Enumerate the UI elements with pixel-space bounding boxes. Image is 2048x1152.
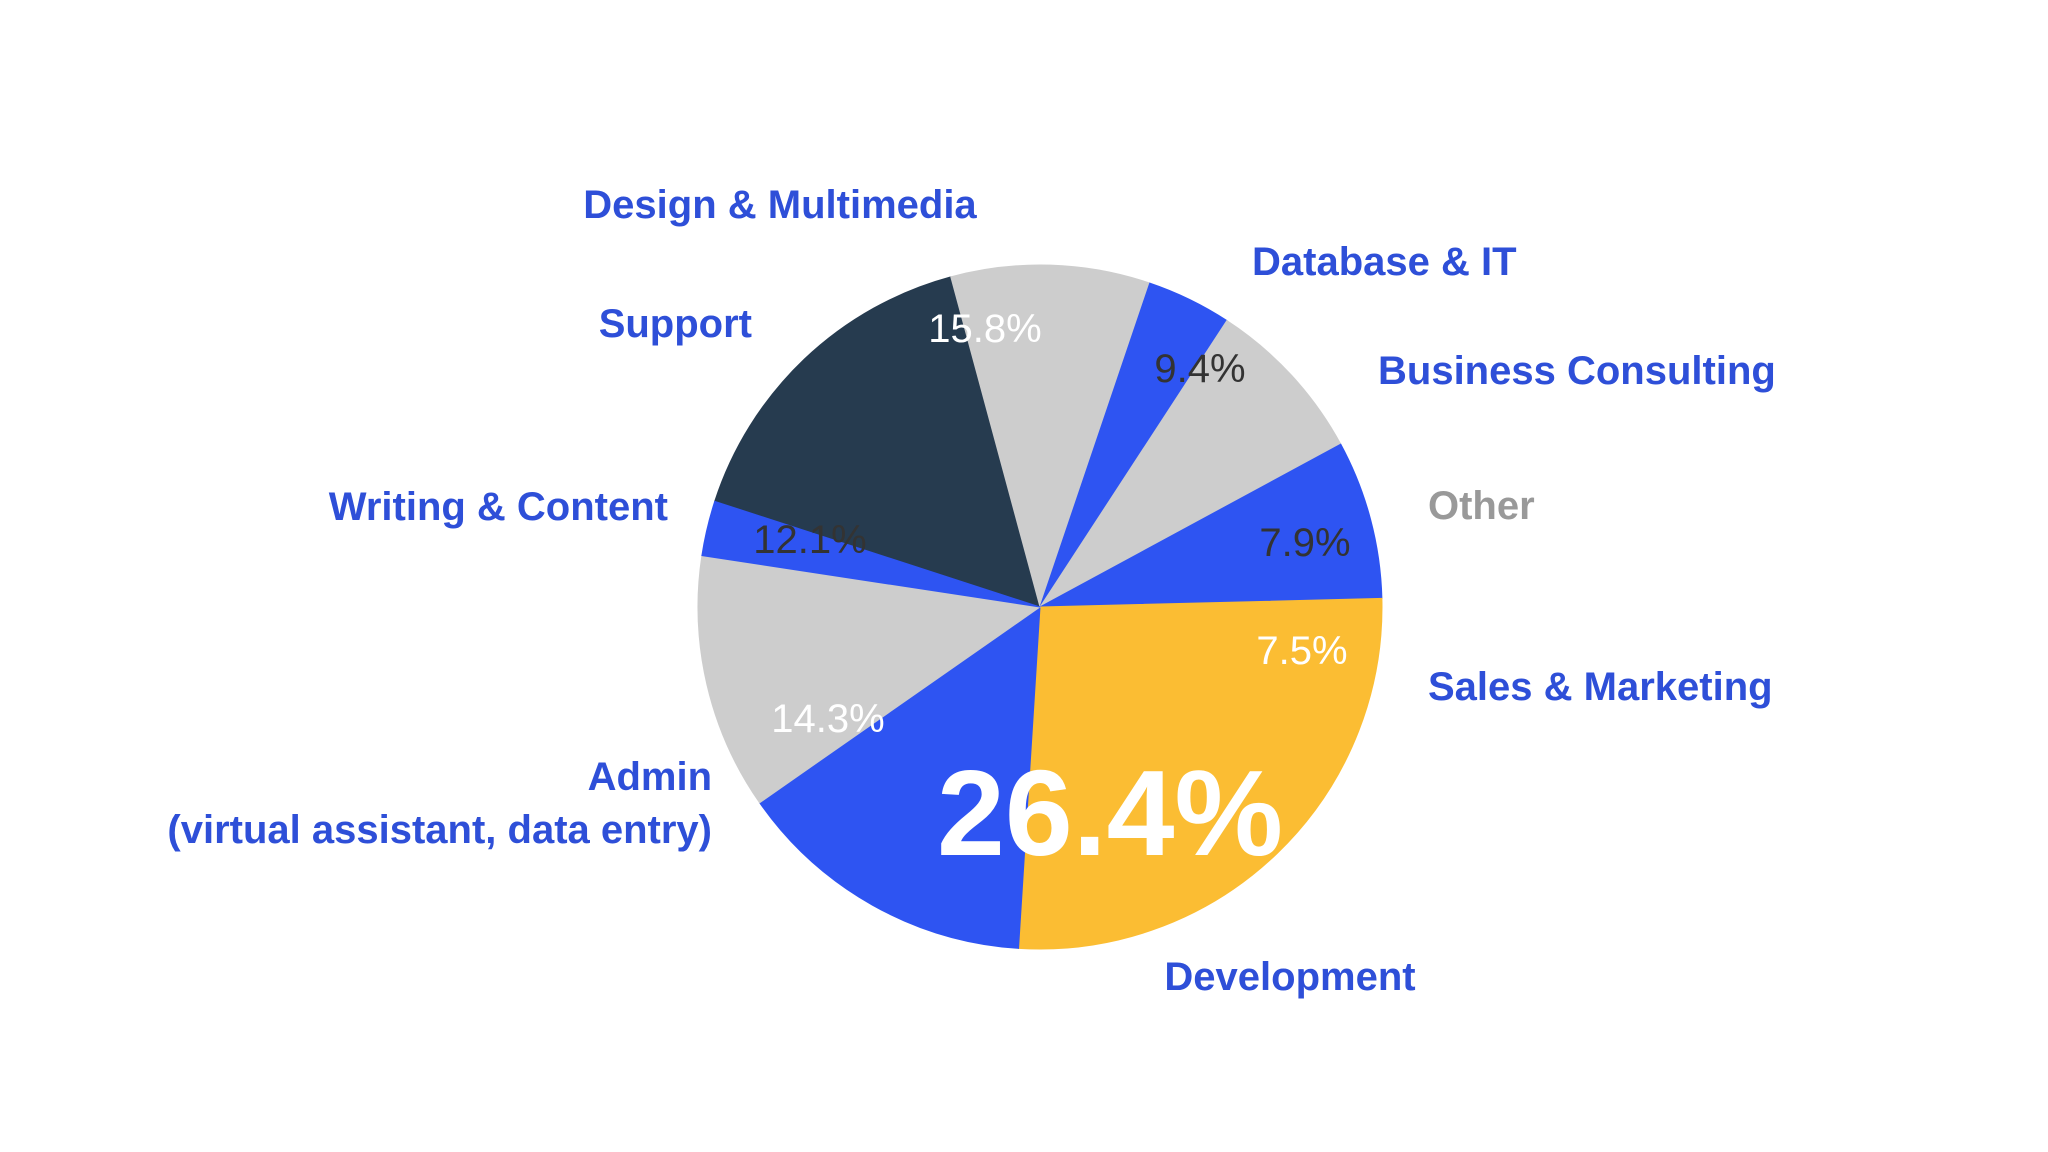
category-label-admin: Admin (virtual assistant, data entry) [167,755,712,852]
value-label-design-multimedia: 15.8% [928,307,1041,351]
pie-slice-sales-marketing [1039,443,1383,608]
category-label-support: Support [599,302,752,346]
pie-slice-admin [758,605,1041,949]
value-label-development: 26.4% [937,745,1283,881]
category-label-writing-content: Writing & Content [329,485,668,529]
pie-slice-writing-content [697,555,1042,804]
pie-slice-database-it [950,264,1151,609]
value-label-admin: 14.3% [771,697,884,741]
pie-slice-design-multimedia [714,276,1041,608]
pie-slice-development [1017,597,1383,950]
category-label-business-consulting: Business Consulting [1378,349,1776,393]
pie-slice-support [701,500,1041,608]
value-label-other: 7.9% [1259,521,1350,565]
pie-slices [697,264,1383,950]
value-labels: 15.8% 9.4% 7.9% 7.5% 26.4% 14.3% 12.1% [753,307,1350,881]
value-label-sales-marketing: 7.5% [1256,629,1347,673]
value-label-database-it: 9.4% [1154,347,1245,391]
pie-slice-other [1039,319,1342,608]
category-label-development: Development [1164,955,1415,999]
category-label-other: Other [1428,484,1535,528]
category-label-design-multimedia: Design & Multimedia [583,183,977,227]
category-label-sales-marketing: Sales & Marketing [1428,665,1773,709]
value-label-writing-content: 12.1% [753,518,866,562]
category-label-database-it: Database & IT [1252,240,1517,284]
category-labels: Design & Multimedia Database & IT Business… [167,183,1775,999]
